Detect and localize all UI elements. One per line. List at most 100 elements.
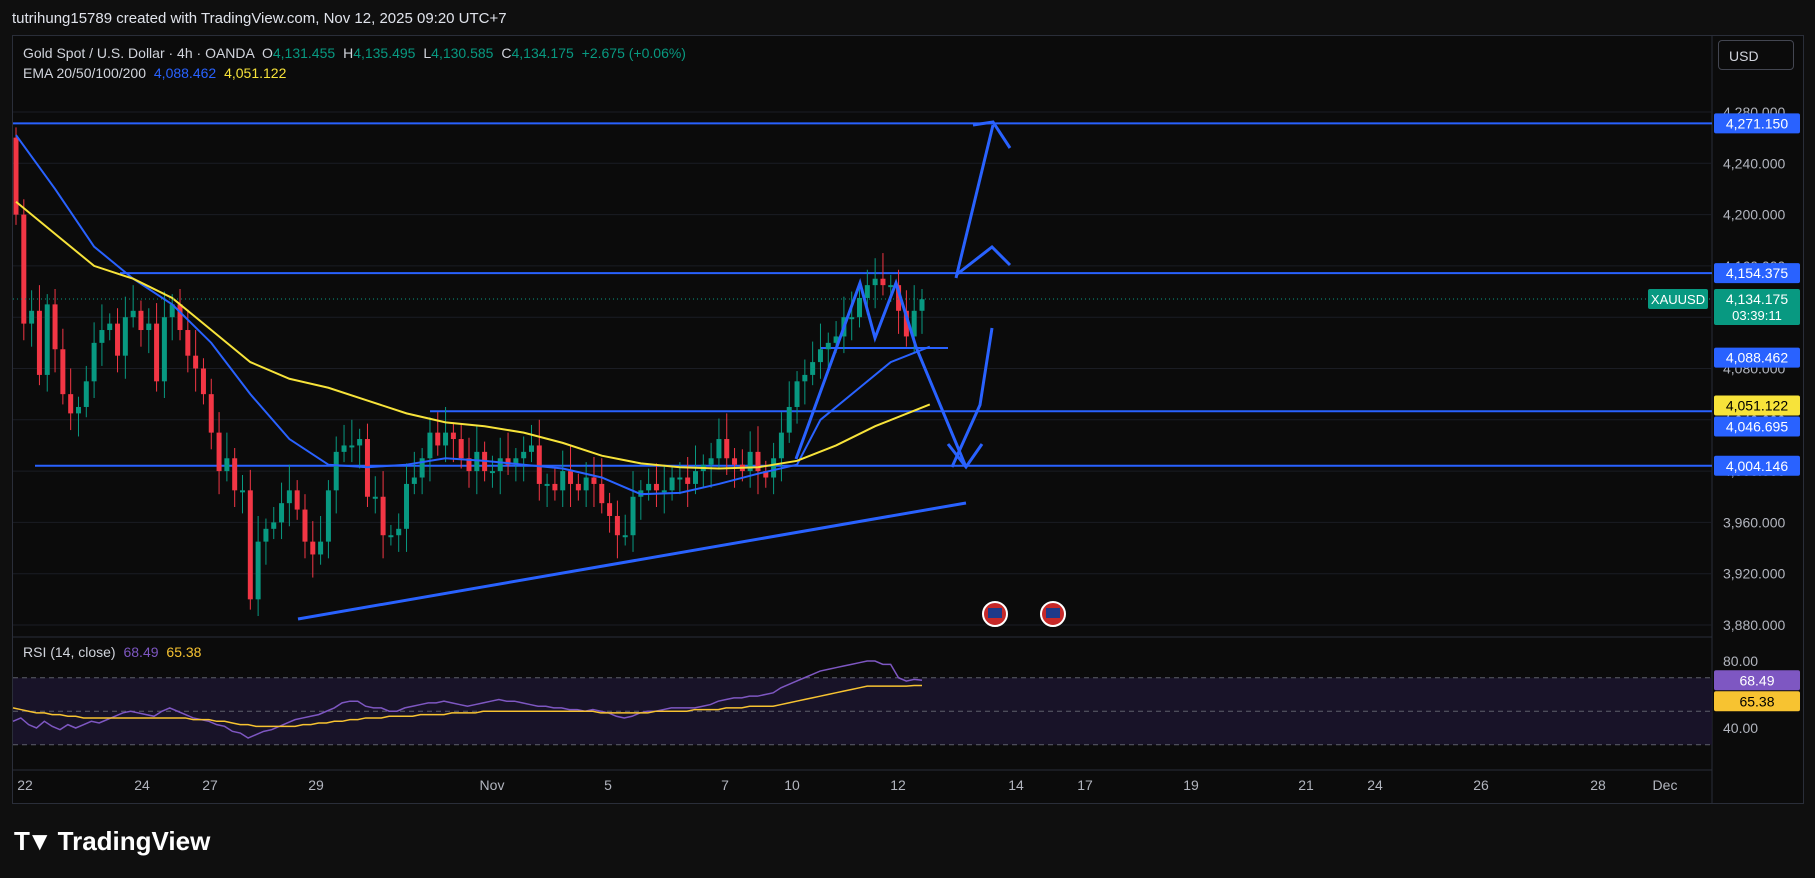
arrow-up-tip xyxy=(972,120,1012,149)
candle-body xyxy=(52,304,58,350)
candle-body xyxy=(825,342,831,350)
candle-body xyxy=(505,458,511,465)
candle-body xyxy=(716,439,722,459)
candle-body xyxy=(693,471,698,484)
rsi-ma-tag-bg xyxy=(1714,691,1800,712)
candle-body xyxy=(607,503,613,516)
candle-body xyxy=(669,477,675,491)
candle-body xyxy=(513,458,519,465)
candle-body xyxy=(903,310,909,337)
time-tick-label: 19 xyxy=(1183,777,1199,793)
candle-body xyxy=(310,541,316,555)
candle-body xyxy=(786,406,792,433)
candle-body xyxy=(388,535,394,538)
time-tick-label: 5 xyxy=(604,777,612,793)
candle-body xyxy=(232,458,238,491)
candle-body xyxy=(122,317,128,356)
candle-body xyxy=(44,304,50,375)
candle-body xyxy=(411,477,417,484)
level-price-tag: 4,004.146 xyxy=(1726,458,1788,474)
rsi-tick-label: 80.00 xyxy=(1723,653,1758,669)
candle-body xyxy=(802,374,808,382)
candle-body xyxy=(154,323,160,382)
candle-body xyxy=(575,483,581,491)
ema50-line xyxy=(15,201,931,470)
level-price-tag-bg xyxy=(1714,416,1800,437)
candle-body xyxy=(177,304,183,331)
candle-body xyxy=(419,458,425,478)
level-price-tag-bg xyxy=(1714,263,1800,284)
candle-body xyxy=(380,496,386,536)
candle-body xyxy=(661,490,667,493)
low-label: L xyxy=(423,45,432,61)
ema20-value: 4,088.462 xyxy=(153,65,217,81)
ema-label: EMA 20/50/100/200 xyxy=(23,65,146,81)
candle-body xyxy=(568,471,574,484)
candle-body xyxy=(271,522,277,529)
candle-body xyxy=(224,458,230,472)
open-value: 4,131.455 xyxy=(272,45,336,61)
candle-body xyxy=(560,471,566,491)
candle-body xyxy=(200,368,206,395)
price-tick-label: 4,200.000 xyxy=(1723,207,1785,223)
last-price-tag-bg xyxy=(1714,289,1800,326)
candle-body xyxy=(443,432,449,446)
candle-body xyxy=(833,336,839,343)
time-tick-label: Dec xyxy=(1653,777,1678,793)
rsi-ma-tag: 65.38 xyxy=(1739,693,1774,709)
candle-body xyxy=(130,310,136,318)
candle-body xyxy=(193,355,199,369)
candle-body xyxy=(138,310,144,331)
candle-body xyxy=(536,445,542,484)
flag-icon xyxy=(1046,608,1060,618)
price-tick-label: 3,880.000 xyxy=(1723,617,1785,633)
candle-body xyxy=(778,432,784,459)
candle-body xyxy=(263,528,269,542)
time-tick-label: 24 xyxy=(134,777,150,793)
candle-body xyxy=(755,451,761,472)
last-price-tag: 4,134.175 xyxy=(1726,291,1788,307)
close-value: 4,134.175 xyxy=(511,45,574,61)
arrow-down-head xyxy=(946,443,984,470)
time-tick-label: 21 xyxy=(1298,777,1314,793)
candle-body xyxy=(68,394,74,414)
candle-body xyxy=(817,349,823,363)
candle-body xyxy=(685,477,691,484)
candle-body xyxy=(240,490,245,493)
candle-body xyxy=(208,394,214,433)
chart-attribution: tutrihung15789 created with TradingView.… xyxy=(12,10,507,27)
ema-legend-row: EMA 20/50/100/200 4,088.462 4,051.122 xyxy=(23,65,686,81)
candle-body xyxy=(247,490,253,600)
candle-body xyxy=(552,483,558,491)
candle-body xyxy=(474,451,480,472)
time-tick-label: 14 xyxy=(1008,777,1024,793)
projection-path-up xyxy=(950,327,994,468)
tradingview-logo[interactable]: T▼ TradingView xyxy=(14,826,210,857)
candle-body xyxy=(724,439,730,459)
rsi-value-tag-bg xyxy=(1714,670,1800,691)
open-label: O xyxy=(261,45,273,61)
currency-button[interactable]: USD xyxy=(1718,40,1794,70)
ascending-trendline xyxy=(297,501,967,621)
candle-body xyxy=(677,477,683,480)
candle-body xyxy=(732,458,738,465)
price-tick-label: 3,960.000 xyxy=(1723,514,1785,530)
time-tick-label: 7 xyxy=(721,777,729,793)
candle-countdown: 03:39:11 xyxy=(1732,308,1782,323)
time-tick-label: 26 xyxy=(1473,777,1489,793)
tradingview-logo-icon: T▼ xyxy=(14,826,53,856)
candle-body xyxy=(747,451,753,472)
rsi-ma-value: 65.38 xyxy=(166,644,202,660)
candle-body xyxy=(91,342,97,382)
time-tick-label: 10 xyxy=(784,777,800,793)
ema50-price-tag-bg xyxy=(1714,395,1800,416)
ema20-price-tag: 4,088.462 xyxy=(1726,350,1788,366)
candle-body xyxy=(29,310,35,324)
candle-body xyxy=(864,285,870,298)
candle-body xyxy=(857,297,863,318)
candle-body xyxy=(325,490,331,542)
candle-body xyxy=(13,137,19,215)
candle-body xyxy=(21,214,27,324)
symbol-tag: XAUUSD xyxy=(1651,292,1705,307)
